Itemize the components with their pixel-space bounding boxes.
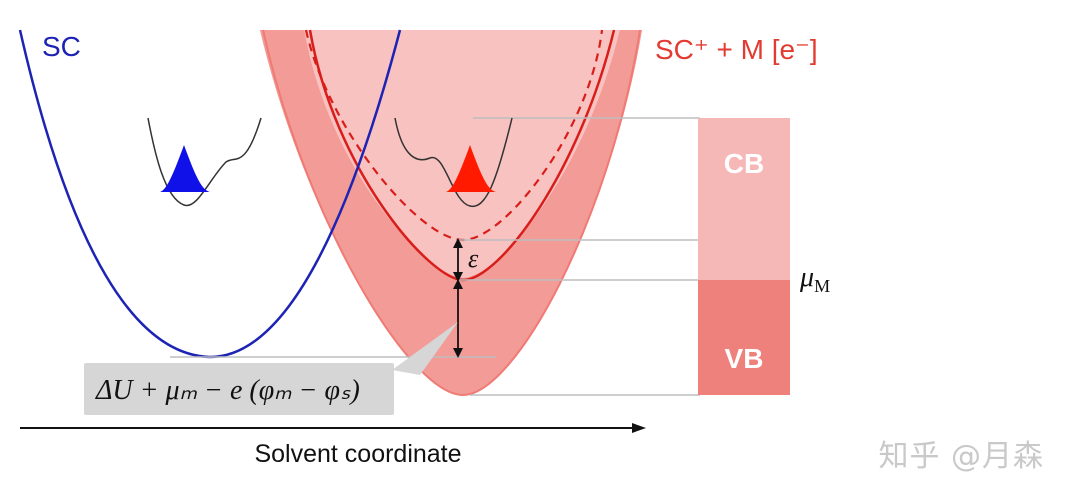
sc-plus-m-label: SC⁺ + M [e⁻]	[655, 34, 818, 65]
left-well-distribution	[160, 145, 210, 192]
vb-band	[698, 280, 790, 395]
x-axis-arrowhead	[632, 423, 646, 433]
epsilon-arrow-up	[453, 238, 463, 248]
epsilon-arrow-down	[453, 272, 463, 282]
red-energy-band-group	[260, 29, 642, 397]
left-well-inset	[147, 117, 262, 207]
x-axis-label: Solvent coordinate	[254, 440, 461, 468]
formula-box	[84, 363, 394, 415]
epsilon-label: ε	[468, 244, 479, 273]
vb-label: VB	[725, 343, 764, 374]
mu-m-label: μM	[799, 262, 830, 296]
cb-label: CB	[724, 148, 764, 179]
callout-pointer	[392, 322, 458, 375]
lower-band-bottom	[262, 29, 641, 397]
energy-offset-arrow-down	[453, 348, 463, 358]
sc-label: SC	[42, 31, 81, 62]
lower-mid-band	[260, 30, 642, 395]
arrows	[20, 238, 646, 433]
band-column-group	[698, 118, 790, 395]
mu-subscript: M	[814, 276, 830, 296]
right-well-potential-curve	[394, 117, 513, 207]
text-labels: SC SC⁺ + M [e⁻] CB VB ε μM ΔU + μₘ − e (…	[42, 31, 830, 468]
delta-expression: ΔU + μₘ − e (φₘ − φₛ)	[95, 375, 360, 406]
right-well-inset	[394, 117, 513, 207]
right-well-distribution	[446, 145, 496, 192]
cb-band	[698, 118, 790, 280]
mu-symbol: μ	[799, 262, 814, 293]
formula-callout	[84, 322, 458, 415]
watermark: 知乎 @月森	[878, 439, 1044, 474]
energy-offset-arrow-up	[453, 279, 463, 289]
left-well-potential-curve	[147, 117, 262, 207]
